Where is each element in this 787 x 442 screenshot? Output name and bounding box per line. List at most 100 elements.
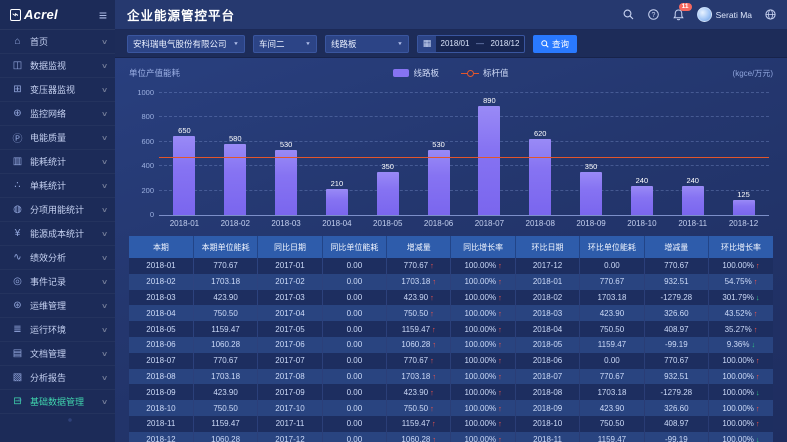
table-cell: 100.00% ↑ <box>450 384 516 401</box>
table-cell: 100.00% ↑ <box>722 371 760 381</box>
chart-legend: 线路板 标杆值 <box>299 67 603 79</box>
table-column-header: 本期 <box>129 236 194 258</box>
bar <box>427 150 450 215</box>
caret-down-icon: ▼ <box>305 41 311 46</box>
sidebar-item-subitem-energy-stats[interactable]: ◍ 分项用能统计 ∨ <box>0 198 115 222</box>
table-cell: 0.00 <box>322 289 388 306</box>
table-cell: 43.52% ↑ <box>724 308 758 318</box>
language-globe-icon[interactable] <box>763 8 777 22</box>
x-axis-tick-label: 2018-07 <box>474 219 505 228</box>
up-arrow-icon: ↑ <box>432 324 436 334</box>
date-end-input[interactable]: 2018/12 <box>490 39 520 48</box>
table-cell: 1159.47 ↑ <box>386 321 452 337</box>
x-axis-tick-label: 2018-10 <box>627 219 657 228</box>
table-cell: 301.79% ↓ <box>722 292 760 302</box>
chevron-down-icon: ∨ <box>100 398 109 406</box>
sidebar-item-document-management[interactable]: ▤ 文档管理 ∨ <box>0 342 115 366</box>
sidebar-item-label: 单耗统计 <box>30 181 67 191</box>
table-cell: 2017-12 <box>515 258 581 274</box>
date-start-input[interactable]: 2018/01 <box>440 39 470 48</box>
sidebar-item-energy-stats[interactable]: ▥ 能耗统计 ∨ <box>0 150 115 174</box>
bar-value-label: 530 <box>432 140 445 150</box>
user-menu[interactable]: Serati Ma <box>696 7 752 22</box>
sidebar-item-analysis-report[interactable]: ▧ 分析报告 ∨ <box>0 366 115 390</box>
table-cell: 2018-06 <box>129 336 194 353</box>
table-cell: 770.67 <box>644 352 710 369</box>
table-cell: 100.00% ↑ <box>450 431 516 442</box>
up-arrow-icon: ↑ <box>432 277 437 287</box>
bar-value-label: 350 <box>381 162 394 172</box>
table-cell: 423.90 ↑ <box>386 384 452 401</box>
sidebar-item-unit-consumption-stats[interactable]: ∴ 单耗统计 ∨ <box>0 174 115 198</box>
bar-group: 210 <box>311 94 362 215</box>
table-cell: 0.00 <box>322 273 388 290</box>
bar <box>529 139 552 215</box>
legend-label: 标杆值 <box>483 68 509 78</box>
sidebar-item-runtime-environment[interactable]: ≣ 运行环境 ∨ <box>0 318 115 342</box>
notification-bell-icon[interactable]: 11 <box>672 2 692 22</box>
chevron-down-icon: ∨ <box>100 38 109 46</box>
table-cell: 100.00% ↑ <box>450 352 516 369</box>
sidebar-item-performance-analysis[interactable]: ∿ 绩效分析 ∨ <box>0 246 115 270</box>
query-button[interactable]: 查询 <box>533 34 578 53</box>
table-cell: 423.90 <box>579 305 645 322</box>
up-arrow-icon: ↑ <box>498 371 502 381</box>
sidebar-item-home[interactable]: ⌂ 首页 ∨ <box>0 30 115 54</box>
device-select-value: 线路板 <box>331 38 357 49</box>
chevron-down-icon: ∨ <box>100 326 109 334</box>
company-select[interactable]: 安科瑞电气股份有限公司 ▼ <box>127 34 245 53</box>
up-arrow-icon: ↑ <box>432 371 437 381</box>
hamburger-icon[interactable]: ≡ <box>98 6 107 23</box>
table-cell: 408.97 <box>644 415 710 432</box>
device-select[interactable]: 线路板 ▼ <box>325 34 409 53</box>
sidebar-header: ⌁ Acrel ≡ <box>0 0 115 30</box>
sidebar-item-event-log[interactable]: ◎ 事件记录 ∨ <box>0 270 115 294</box>
y-axis-tick-label: 1000 <box>137 88 154 97</box>
bar <box>325 189 348 215</box>
table-cell: 2017-11 <box>257 415 323 432</box>
sidebar-item-monitor-network[interactable]: ⊕ 监控网络 ∨ <box>0 102 115 126</box>
table-row: 2018-09 423.90 2017-09 0.00 423.90 ↑ 100.00% ↑ 2… <box>129 384 773 401</box>
table-cell: 1060.28 ↑ <box>386 431 452 442</box>
chevron-down-icon: ∨ <box>100 254 109 262</box>
calendar-icon[interactable]: ▦ <box>418 35 436 52</box>
bar-value-label: 580 <box>228 134 242 144</box>
sidebar-item-base-data-management[interactable]: ⊟ 基础数据管理 ∨ <box>0 390 115 414</box>
workshop-select[interactable]: 车间二 ▼ <box>253 34 317 53</box>
help-icon[interactable]: ? <box>647 8 661 22</box>
sidebar-item-label: 数据监视 <box>30 61 67 71</box>
sidebar-item-transformer-monitor[interactable]: ⊞ 变压器监视 ∨ <box>0 78 115 102</box>
table-column-header: 同比增长率 <box>450 236 516 258</box>
sidebar-item-label: 运行环境 <box>30 325 67 335</box>
benchmark-line-swatch-icon <box>461 69 479 77</box>
table-cell: 770.67 <box>579 368 645 385</box>
subitem-energy-icon: ◍ <box>13 204 22 215</box>
topbar: 企业能源管控平台 ? 11 Serati Ma <box>115 0 787 30</box>
caret-down-icon: ▼ <box>233 41 239 46</box>
table-cell: 100.00% ↑ <box>450 321 516 337</box>
caret-down-icon: ▼ <box>397 41 403 46</box>
table-cell: 1159.47 ↑ <box>386 415 452 432</box>
table-cell: 770.67 <box>193 258 259 274</box>
table-cell: 100.00% ↑ <box>450 415 516 432</box>
table-row: 2018-02 1703.18 2017-02 0.00 1703.18 ↑ 100.00%… <box>129 273 773 290</box>
x-axis-tick-label: 2018-02 <box>220 219 250 228</box>
y-axis-tick-label: 400 <box>141 161 154 171</box>
chevron-down-icon: ∨ <box>100 158 109 166</box>
bar-value-label: 620 <box>533 129 547 139</box>
y-axis-tick-label: 600 <box>141 136 154 146</box>
sidebar-item-power-quality[interactable]: Ⓟ 电能质量 ∨ <box>0 126 115 150</box>
search-icon[interactable] <box>622 8 636 22</box>
table-row: 2018-06 1060.28 2017-06 0.00 1060.28 ↑ 100.00%… <box>129 336 773 353</box>
bar-group: 240 <box>667 94 718 215</box>
legend-item-series[interactable]: 线路板 <box>393 67 439 79</box>
sidebar-item-data-monitor[interactable]: ◫ 数据监视 ∨ <box>0 54 115 78</box>
table-cell: 2017-07 <box>257 352 323 369</box>
table-cell: 750.50 ↑ <box>386 305 452 322</box>
legend-item-benchmark[interactable]: 标杆值 <box>461 67 509 79</box>
table-column-header: 增减量 <box>386 236 452 258</box>
table-row: 2018-04 750.50 2017-04 0.00 750.50 ↑ 100.00% ↑ 2… <box>129 305 773 322</box>
sidebar-item-ops-management[interactable]: ⊛ 运维管理 ∨ <box>0 294 115 318</box>
sidebar-item-energy-cost-stats[interactable]: ¥ 能源成本统计 ∨ <box>0 222 115 246</box>
table-cell: 2017-04 <box>257 305 323 322</box>
